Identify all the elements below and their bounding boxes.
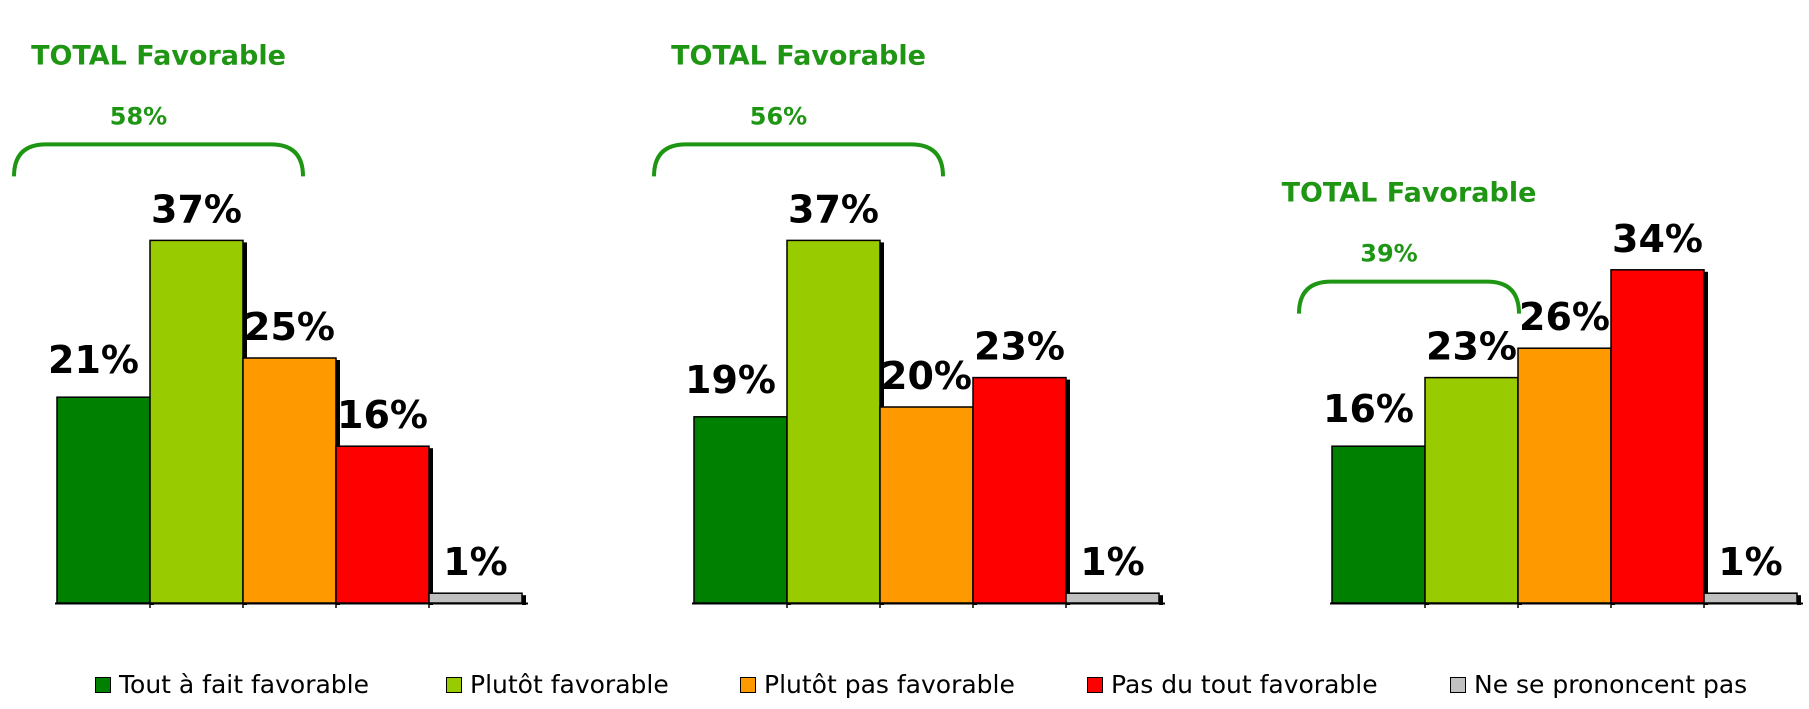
data-label: 1%: [443, 540, 508, 584]
legend-swatch: [446, 676, 462, 693]
legend-swatch: [740, 676, 756, 693]
legend-item-tout-a-fait-favorable: Tout à fait favorable: [95, 670, 369, 699]
total-favorable-bracket: [12, 142, 305, 177]
legend-item-plutot-pas-favorable: Plutôt pas favorable: [740, 670, 1015, 699]
bar: [972, 376, 1067, 604]
data-label: 26%: [1519, 295, 1610, 339]
legend-item-plutot-favorable: Plutôt favorable: [446, 670, 669, 699]
bar: [879, 406, 974, 604]
bar: [1331, 445, 1426, 604]
bar: [1703, 592, 1798, 604]
bar: [1610, 269, 1705, 604]
data-label: 23%: [974, 325, 1065, 369]
bar-shadow: [1704, 271, 1708, 605]
bar-shadow: [1066, 379, 1070, 605]
total-favorable-value: 39%: [1360, 240, 1417, 268]
legend-swatch: [95, 676, 111, 693]
bar: [1517, 347, 1612, 604]
legend: Tout à fait favorable Plutôt favorable P…: [0, 670, 1809, 704]
bar: [149, 239, 244, 604]
legend-label: Plutôt pas favorable: [764, 670, 1015, 699]
legend-item-ne-se-prononcent-pas: Ne se prononcent pas: [1450, 670, 1747, 699]
legend-label: Plutôt favorable: [470, 670, 669, 699]
bar: [335, 445, 430, 604]
bar: [693, 416, 788, 604]
charts-canvas: 58%TOTAL Favorable21%37%25%16%1%56%TOTAL…: [12, 40, 1803, 608]
total-favorable-value: 56%: [750, 102, 807, 130]
data-label: 21%: [48, 338, 139, 382]
data-label: 37%: [788, 187, 879, 231]
bar: [428, 592, 523, 604]
data-label: 1%: [1718, 540, 1783, 584]
data-label: 1%: [1080, 540, 1145, 584]
bar-shadow: [1797, 595, 1801, 605]
total-favorable-title: TOTAL Favorable: [31, 40, 286, 71]
bar: [1065, 592, 1160, 604]
data-label: 19%: [685, 358, 776, 402]
legend-swatch: [1450, 676, 1466, 693]
data-label: 16%: [337, 393, 428, 437]
legend-item-pas-du-tout-favorable: Pas du tout favorable: [1087, 670, 1378, 699]
data-label: 37%: [151, 187, 242, 231]
data-label: 16%: [1323, 387, 1414, 431]
total-favorable-title: TOTAL Favorable: [1282, 178, 1537, 209]
bar-shadow: [429, 448, 433, 605]
bar-shadow: [1159, 595, 1163, 605]
total-favorable-bracket: [1297, 279, 1521, 314]
legend-label: Ne se prononcent pas: [1474, 670, 1748, 699]
bar-shadow: [522, 595, 526, 605]
data-label: 20%: [881, 354, 972, 398]
legend-swatch: [1087, 676, 1103, 693]
data-label: 23%: [1426, 325, 1517, 369]
data-label: 25%: [244, 305, 335, 349]
total-favorable-title: TOTAL Favorable: [671, 40, 926, 71]
data-label: 34%: [1612, 217, 1703, 261]
legend-label: Pas du tout favorable: [1111, 670, 1378, 699]
bar: [242, 357, 337, 604]
bar: [1424, 376, 1519, 604]
legend-label: Tout à fait favorable: [119, 670, 369, 699]
bar: [56, 396, 151, 604]
bar: [786, 239, 881, 604]
total-favorable-bracket: [652, 142, 945, 177]
total-favorable-value: 58%: [110, 102, 167, 130]
